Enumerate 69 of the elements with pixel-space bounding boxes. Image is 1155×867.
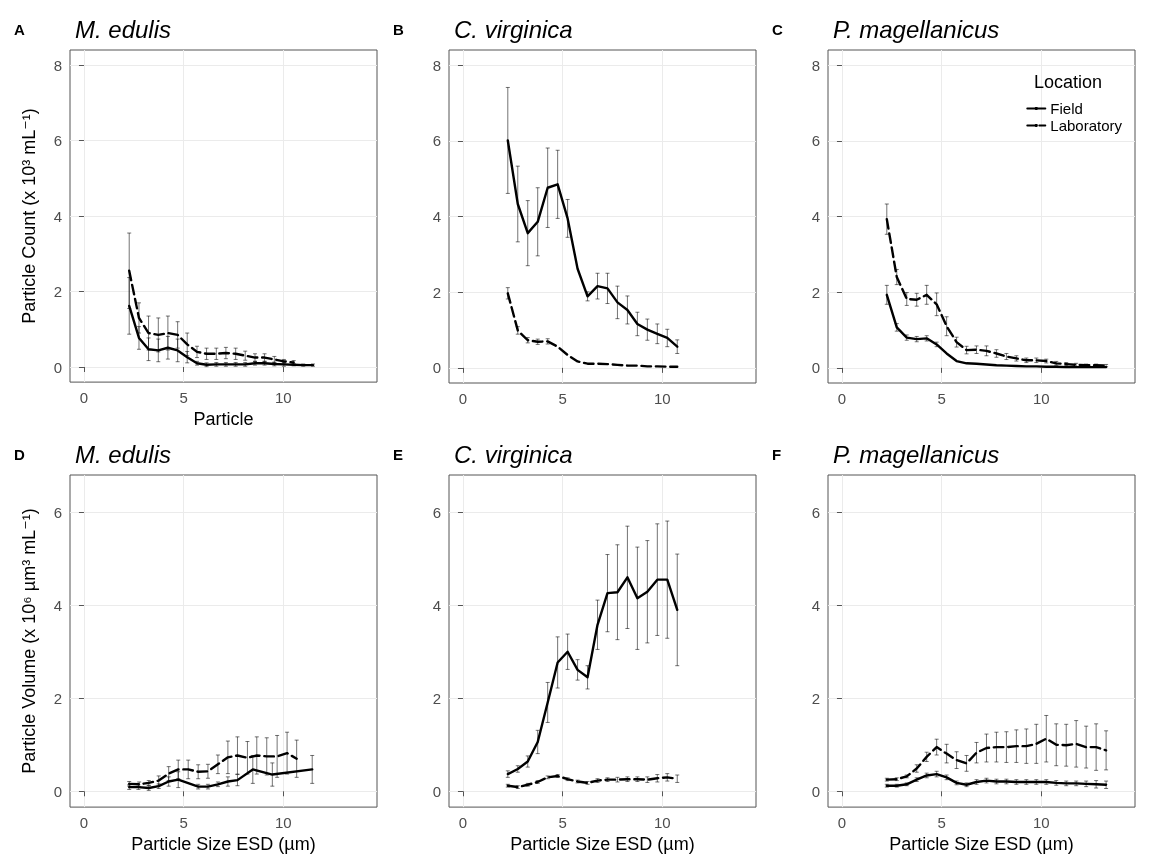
y-tick-label: 4	[53, 207, 62, 225]
chart-title: P. magellanicus	[833, 440, 1000, 468]
y-tick-label: 2	[811, 689, 820, 707]
y-tick-label: 2	[811, 283, 820, 301]
x-tick-label: 5	[558, 814, 567, 832]
y-tick-label: 4	[53, 596, 62, 614]
line-series	[506, 292, 679, 368]
x-tick-label: 0	[837, 390, 847, 407]
x-axis-title: Particle	[193, 409, 254, 429]
x-tick-label: 10	[274, 389, 292, 407]
x-tick-label: 10	[1032, 814, 1050, 832]
y-tick-label: 4	[432, 208, 441, 225]
y-tick-label: 2	[432, 283, 441, 301]
y-tick-label: 6	[811, 503, 820, 521]
x-tick-label: 5	[937, 814, 946, 832]
y-tick-label: 0	[53, 358, 62, 376]
legend-title: Location	[1033, 72, 1103, 92]
text: A	[14, 21, 25, 38]
x-tick-label: 0	[79, 389, 89, 407]
y-tick-label: 6	[53, 503, 62, 521]
y-tick-label: 2	[432, 689, 441, 707]
chart-title: M. edulis	[75, 440, 172, 468]
x-tick-label: 10	[653, 390, 671, 407]
x-tick-label: 10	[1032, 390, 1050, 407]
text: B	[393, 21, 404, 38]
x-tick-label: 5	[558, 390, 567, 407]
x-tick-label: 10	[274, 814, 292, 832]
legend-label: Field	[1050, 100, 1083, 117]
text: D	[14, 446, 25, 463]
y-tick-label: 0	[53, 782, 62, 800]
y-tick-label: 4	[811, 596, 820, 614]
x-tick-label: 5	[179, 389, 188, 407]
x-tick-label: 0	[458, 814, 468, 832]
y-tick-label: 2	[53, 689, 62, 707]
y-axis-title: Particle Volume (x 10⁶ µm³ mL⁻¹)	[19, 508, 39, 774]
x-tick-label: 5	[179, 814, 188, 832]
y-tick-label: 8	[432, 56, 441, 74]
y-tick-label: 0	[811, 359, 820, 377]
y-tick-label: 6	[432, 132, 441, 150]
y-tick-label: 6	[432, 503, 441, 521]
text: C	[772, 21, 783, 38]
text: E	[393, 446, 404, 463]
x-tick-label: 10	[653, 814, 671, 832]
chart-title: P. magellanicus	[833, 15, 1000, 43]
x-tick-label: 0	[79, 814, 89, 832]
y-tick-label: 0	[432, 782, 441, 800]
y-tick-label: 4	[811, 208, 820, 225]
y-tick-label: 4	[432, 596, 441, 614]
x-tick-label: 0	[458, 390, 468, 407]
y-tick-label: 2	[53, 283, 62, 301]
y-axis-title: Particle Count (x 10³ mL⁻¹)	[19, 108, 39, 324]
text: F	[772, 446, 782, 463]
y-tick-label: 8	[53, 56, 62, 74]
chart-title: C. virginica	[454, 440, 573, 468]
legend-label: Laboratory	[1050, 117, 1123, 134]
line-series	[506, 576, 679, 776]
chart-title: M. edulis	[75, 15, 172, 43]
x-tick-label: 0	[837, 814, 847, 832]
line-series	[506, 139, 679, 348]
x-axis-title: Particle Size ESD (µm)	[889, 834, 1074, 854]
x-tick-label: 5	[937, 390, 946, 407]
y-tick-label: 0	[432, 359, 441, 377]
x-axis-title: Particle Size ESD (µm)	[131, 834, 316, 854]
y-tick-label: 6	[811, 132, 820, 150]
chart-title: C. virginica	[454, 15, 573, 43]
y-tick-label: 8	[811, 56, 820, 74]
y-tick-label: 0	[811, 782, 820, 800]
y-tick-label: 6	[53, 132, 62, 150]
x-axis-title: Particle Size ESD (µm)	[510, 834, 695, 854]
